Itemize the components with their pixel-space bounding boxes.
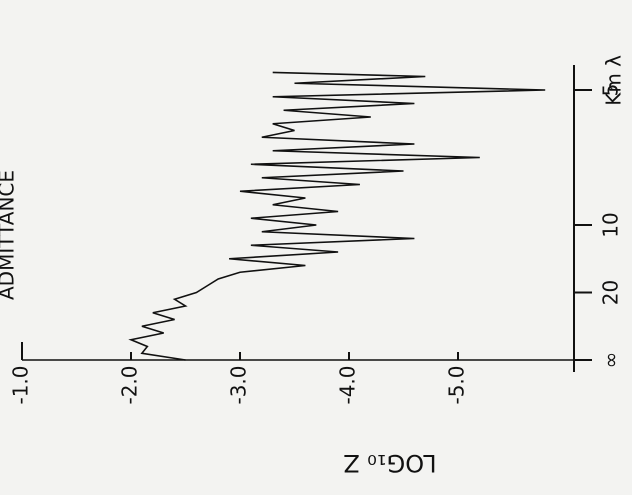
category-axis-label: Km λ: [602, 55, 626, 106]
x-tick-label: ∞: [599, 352, 623, 369]
y-tick-label: -5.0: [445, 365, 469, 404]
x-tick-label: 20: [599, 280, 623, 305]
y-tick-label: -3.0: [227, 365, 251, 404]
x-tick-label: 10: [599, 212, 623, 237]
y-tick-label: -2.0: [118, 365, 142, 404]
x-tick-label: 5: [599, 84, 623, 97]
data-line: [128, 71, 546, 361]
value-axis-label: LOG₁₀ Z: [343, 449, 436, 477]
y-tick-label: -4.0: [336, 365, 360, 404]
y-tick-label: -1.0: [9, 365, 33, 404]
chart-title: ADMITTANCE: [0, 170, 19, 300]
